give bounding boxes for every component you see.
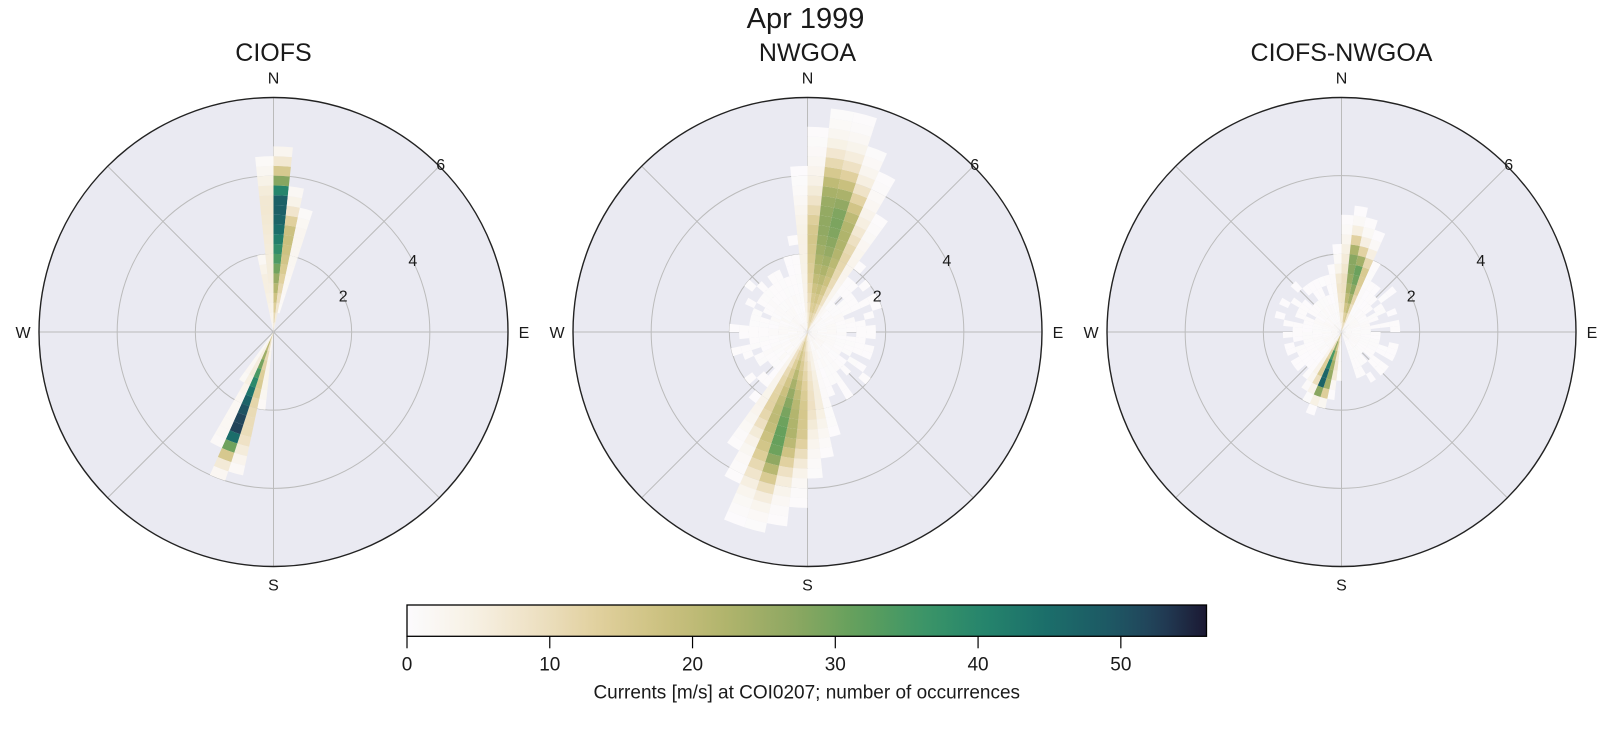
svg-text:2: 2	[339, 289, 348, 306]
svg-text:30: 30	[825, 654, 846, 675]
svg-text:S: S	[1336, 578, 1347, 595]
svg-text:6: 6	[970, 157, 979, 174]
svg-text:S: S	[268, 578, 279, 595]
svg-text:50: 50	[1110, 654, 1131, 675]
svg-text:S: S	[802, 578, 813, 595]
svg-text:Currents [m/s] at COI0207; num: Currents [m/s] at COI0207; number of occ…	[593, 682, 1020, 703]
svg-text:CIOFS: CIOFS	[235, 39, 311, 67]
svg-text:4: 4	[1476, 253, 1485, 270]
svg-text:W: W	[1083, 325, 1099, 342]
svg-text:40: 40	[967, 654, 988, 675]
svg-text:6: 6	[1504, 157, 1513, 174]
svg-text:N: N	[268, 71, 280, 88]
svg-text:4: 4	[408, 253, 417, 270]
svg-text:0: 0	[402, 654, 413, 675]
svg-text:E: E	[1587, 325, 1598, 342]
svg-text:W: W	[15, 325, 31, 342]
svg-text:2: 2	[1407, 289, 1416, 306]
svg-text:NWGOA: NWGOA	[759, 39, 857, 67]
svg-text:W: W	[549, 325, 565, 342]
svg-text:CIOFS-NWGOA: CIOFS-NWGOA	[1251, 39, 1433, 67]
svg-text:4: 4	[942, 253, 951, 270]
svg-text:N: N	[802, 71, 814, 88]
svg-text:2: 2	[873, 289, 882, 306]
svg-text:6: 6	[436, 157, 445, 174]
svg-text:E: E	[1053, 325, 1064, 342]
svg-text:N: N	[1336, 71, 1348, 88]
svg-text:E: E	[519, 325, 530, 342]
svg-text:10: 10	[539, 654, 560, 675]
svg-text:20: 20	[682, 654, 703, 675]
svg-text:Apr 1999: Apr 1999	[747, 3, 865, 35]
